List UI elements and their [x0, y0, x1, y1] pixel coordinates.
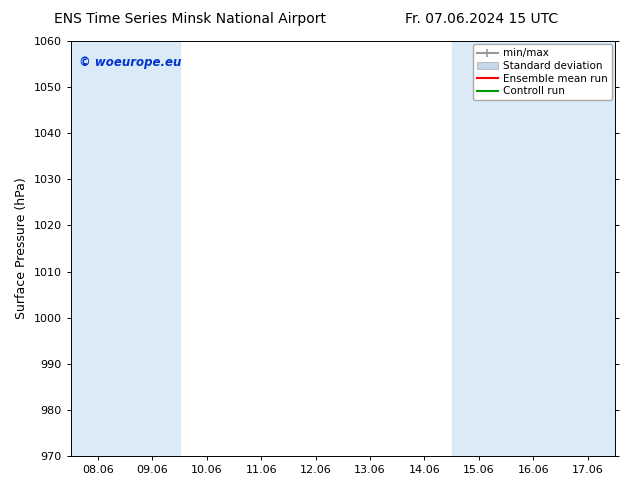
Legend: min/max, Standard deviation, Ensemble mean run, Controll run: min/max, Standard deviation, Ensemble me… — [472, 44, 612, 100]
Bar — [71, 41, 125, 456]
Bar — [560, 41, 615, 456]
Bar — [506, 41, 560, 456]
Bar — [451, 41, 506, 456]
Bar — [125, 41, 179, 456]
Y-axis label: Surface Pressure (hPa): Surface Pressure (hPa) — [15, 178, 28, 319]
Text: Fr. 07.06.2024 15 UTC: Fr. 07.06.2024 15 UTC — [405, 12, 559, 26]
Text: © woeurope.eu: © woeurope.eu — [79, 55, 181, 69]
Text: ENS Time Series Minsk National Airport: ENS Time Series Minsk National Airport — [54, 12, 327, 26]
